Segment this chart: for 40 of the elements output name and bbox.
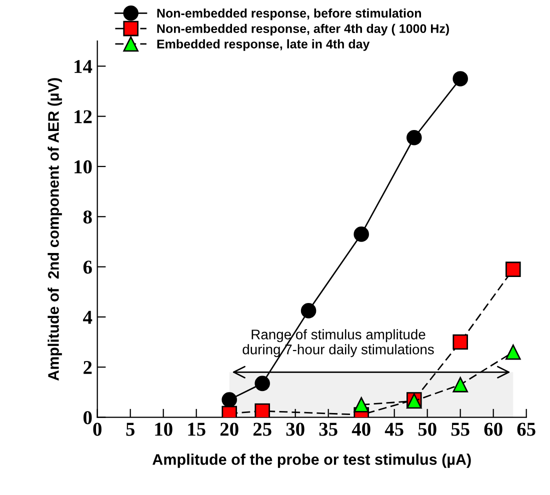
- x-tick-label: 0: [93, 422, 102, 436]
- x-tick-label: 45: [384, 422, 404, 436]
- point: [452, 71, 468, 86]
- x-tick-label: 30: [286, 422, 304, 436]
- y-tick-label: 12: [74, 110, 92, 124]
- point: [254, 403, 270, 418]
- x-tick-label: 10: [155, 422, 172, 436]
- x-tick-label: 55: [451, 422, 470, 436]
- y-tick-label: 8: [83, 210, 92, 224]
- point: [300, 303, 316, 318]
- legend-label: Non-embedded response, after 4th day ( 1000 Hz): [157, 24, 449, 36]
- point: [222, 392, 237, 408]
- x-tick-label: 5: [126, 422, 134, 436]
- x-tick-label: 65: [517, 422, 536, 436]
- point: [452, 334, 468, 350]
- x-tick-label: 25: [253, 422, 272, 436]
- y-axis-title: Amplitude of 2nd component of AER (µV): [48, 78, 62, 381]
- point: [406, 130, 422, 146]
- y-tick-label: 6: [83, 260, 92, 274]
- y-tick-label: 0: [84, 411, 92, 424]
- y-tick-label: 14: [74, 60, 92, 73]
- point: [354, 397, 369, 412]
- x-tick-label: 50: [418, 422, 436, 436]
- x-tick-label: 35: [319, 422, 338, 436]
- point: [354, 226, 369, 242]
- x-axis-title: Amplitude of the probe or test stimulus (µA): [152, 454, 471, 468]
- point: [506, 262, 521, 277]
- x-tick-label: 20: [220, 422, 238, 436]
- x-tick-label: 60: [484, 422, 502, 436]
- y-tick-label: 4: [83, 310, 92, 324]
- legend-label: Embedded response, late in 4th day: [157, 39, 370, 51]
- point: [506, 344, 521, 360]
- point: [254, 376, 270, 392]
- y-tick-label: 2: [84, 360, 92, 374]
- y-tick-label: 10: [74, 160, 92, 174]
- band-label: Range of stimulus amplitude during 7-hour daily stimulations: [242, 329, 434, 358]
- x-tick-label: 40: [352, 422, 370, 436]
- point: [452, 377, 468, 392]
- x-tick-label: 15: [188, 422, 206, 436]
- legend-label: Non-embedded response, before stimulation: [157, 8, 422, 20]
